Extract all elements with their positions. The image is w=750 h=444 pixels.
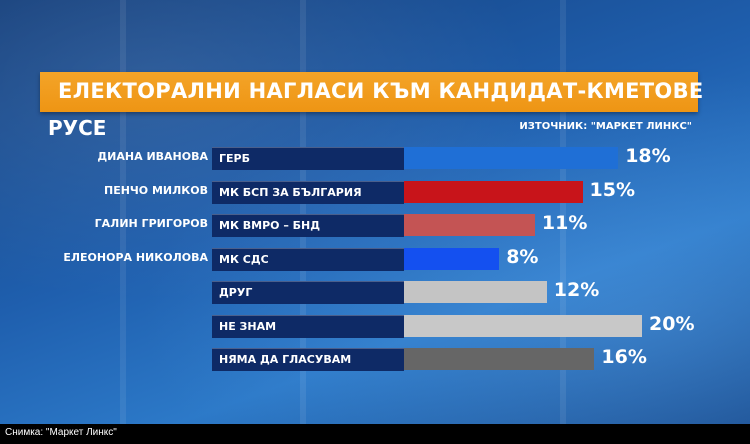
party-label: МК БСП ЗА БЪЛГАРИЯ [219,186,362,199]
value-label: 16% [601,346,647,368]
background-stripe [560,0,566,424]
chart-row: НЕ ЗНАМ 20% [0,313,750,338]
value-bar [404,281,547,303]
value-bar [404,348,595,370]
party-box: МК СДС [212,248,404,271]
party-box: НЕ ЗНАМ [212,315,404,338]
party-label: МК СДС [219,253,269,266]
chart-row: ДИАНА ИВАНОВА ГЕРБ 18% [0,145,750,170]
value-label: 18% [625,145,671,167]
chart-row: ЕЛЕОНОРА НИКОЛОВА МК СДС 8% [0,246,750,271]
candidate-label: ГАЛИН ГРИГОРОВ [94,217,208,230]
value-label: 11% [541,212,588,234]
value-label: 12% [553,279,600,301]
value-bar [404,181,583,203]
chart-subtitle-city: РУСЕ [48,116,107,140]
background-stripe [120,0,126,424]
candidate-label: ЕЛЕОНОРА НИКОЛОВА [63,251,208,264]
candidate-label: ДИАНА ИВАНОВА [97,150,208,163]
chart-row: НЯМА ДА ГЛАСУВАМ 16% [0,346,750,371]
candidate-label: ПЕНЧО МИЛКОВ [103,184,208,197]
value-label: 8% [506,246,539,268]
value-bar [404,315,642,337]
party-box: МК ВМРО – БНД [212,214,404,237]
value-label: 20% [649,313,695,335]
chart-title: ЕЛЕКТОРАЛНИ НАГЛАСИ КЪМ КАНДИДАТ-КМЕТОВЕ [58,79,704,103]
party-box: НЯМА ДА ГЛАСУВАМ [212,348,404,371]
value-label: 15% [589,179,635,201]
party-label: НЯМА ДА ГЛАСУВАМ [219,353,352,366]
photo-caption-bar: Снимка: "Маркет Линкс" [0,424,750,444]
chart-row: ГАЛИН ГРИГОРОВ МК ВМРО – БНД 11% [0,212,750,237]
chart-row: ПЕНЧО МИЛКОВ МК БСП ЗА БЪЛГАРИЯ 15% [0,179,750,204]
party-box: МК БСП ЗА БЪЛГАРИЯ [212,181,404,204]
value-bar [404,214,535,236]
party-box: ДРУГ [212,281,404,304]
party-label: НЕ ЗНАМ [219,320,277,333]
photo-caption: Снимка: "Маркет Линкс" [5,427,117,438]
value-bar [404,147,619,169]
chart-source: ИЗТОЧНИК: "МАРКЕТ ЛИНКС" [519,121,692,132]
chart-title-bar: ЕЛЕКТОРАЛНИ НАГЛАСИ КЪМ КАНДИДАТ-КМЕТОВЕ [40,72,703,112]
value-bar [404,248,500,270]
party-box: ГЕРБ [212,147,404,170]
party-label: ДРУГ [219,286,253,299]
party-label: ГЕРБ [219,152,250,165]
chart-row: ДРУГ 12% [0,279,750,304]
party-label: МК ВМРО – БНД [219,219,321,232]
background-stripe [300,0,306,424]
